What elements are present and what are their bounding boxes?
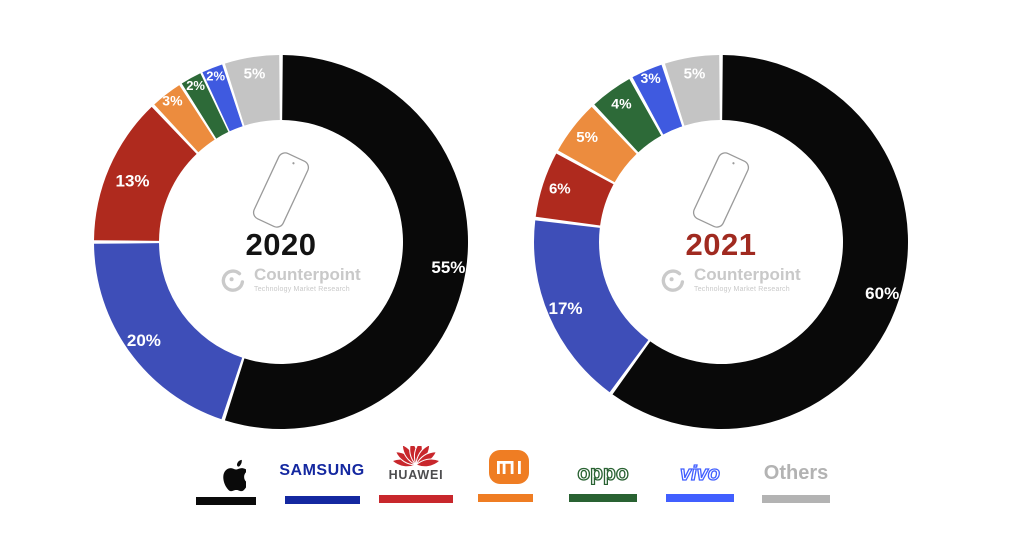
svg-text:HUAWEI: HUAWEI	[389, 468, 444, 482]
svg-text:Others: Others	[764, 462, 828, 484]
svg-text:oppo: oppo	[577, 462, 628, 485]
svg-text:SAMSUNG: SAMSUNG	[279, 462, 364, 479]
svg-text:vivo: vivo	[680, 463, 720, 485]
